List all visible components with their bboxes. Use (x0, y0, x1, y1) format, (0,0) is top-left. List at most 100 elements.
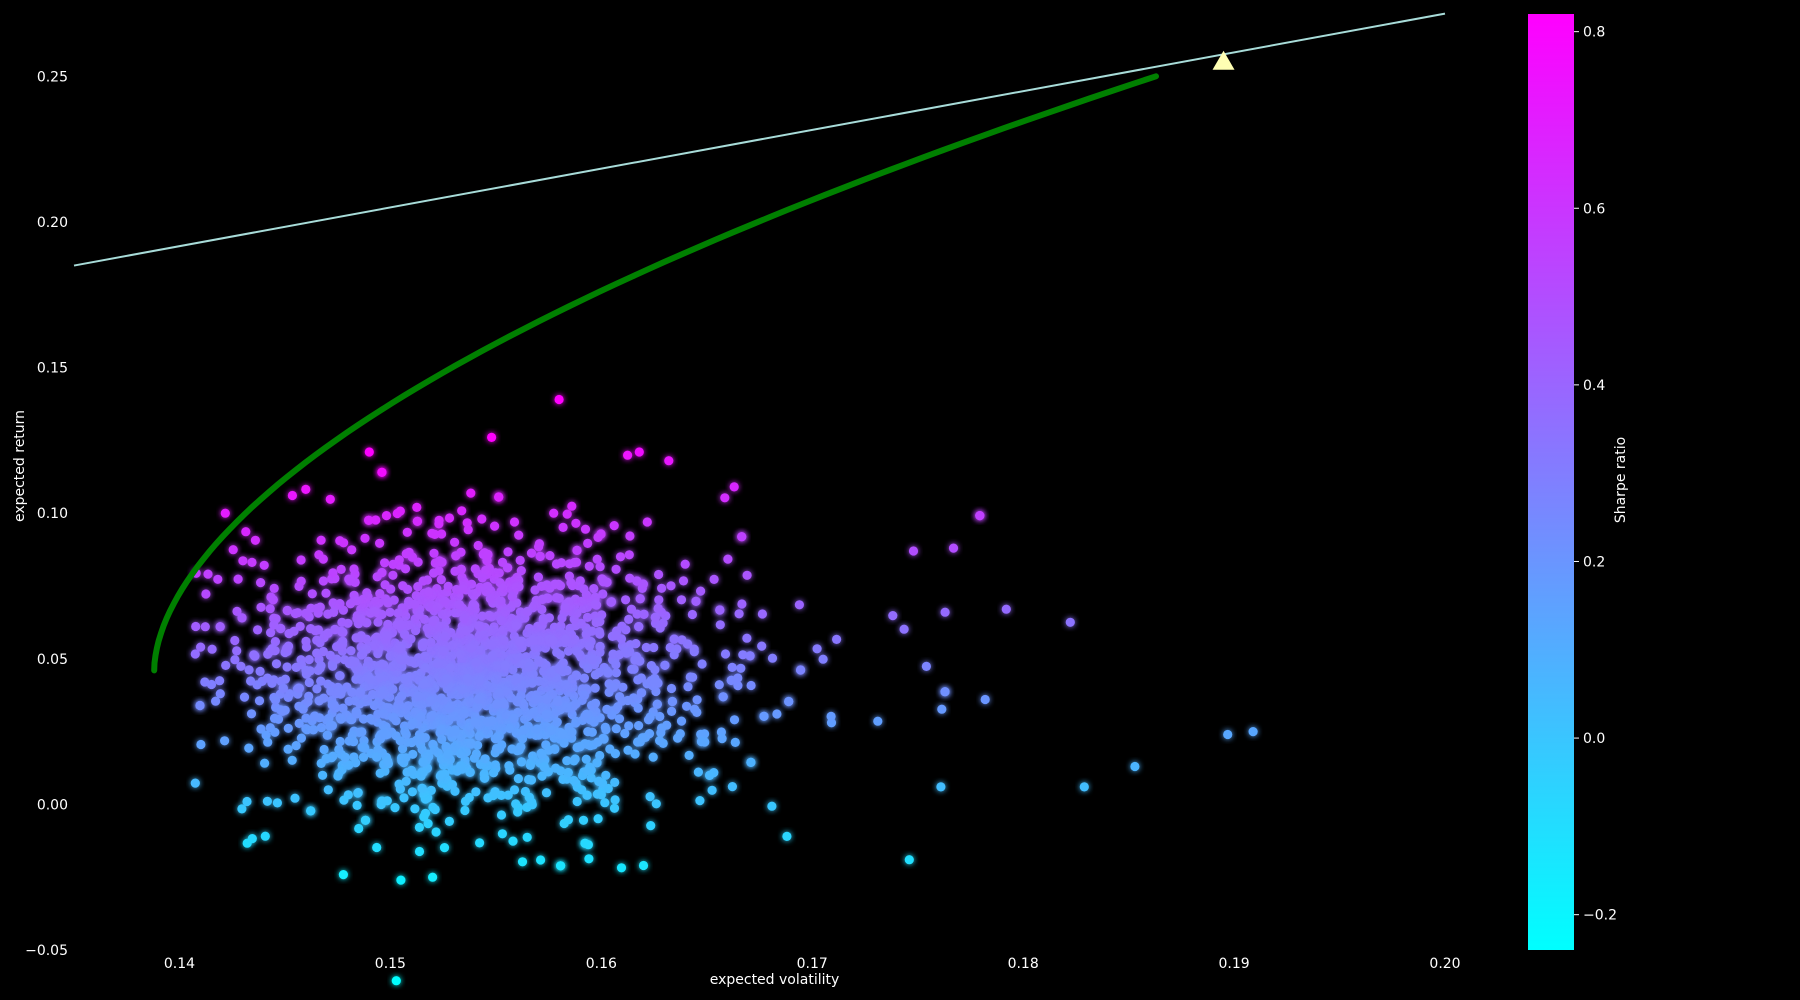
data-point (315, 638, 325, 648)
data-point (413, 582, 423, 592)
data-point (232, 646, 242, 656)
data-point (394, 779, 404, 789)
data-point (1001, 604, 1011, 614)
data-point (530, 694, 541, 704)
data-point (406, 765, 417, 776)
data-point (614, 714, 625, 724)
data-point (505, 765, 515, 775)
data-point (687, 609, 698, 620)
data-point (444, 513, 455, 523)
data-point (511, 728, 522, 738)
data-point (388, 713, 398, 723)
data-point (420, 663, 431, 673)
data-point (303, 697, 313, 707)
data-point (610, 795, 620, 805)
data-point (365, 714, 375, 724)
data-point (233, 574, 243, 584)
data-point (498, 583, 508, 593)
data-point (509, 713, 519, 723)
data-point (578, 815, 589, 825)
data-point (327, 721, 337, 731)
data-point (553, 697, 563, 707)
data-point (296, 576, 306, 586)
data-point (477, 573, 487, 583)
data-point (610, 749, 621, 759)
data-point (514, 530, 524, 540)
data-point (636, 673, 647, 683)
data-point (318, 554, 328, 564)
data-point (603, 668, 613, 678)
data-point (494, 688, 504, 699)
data-point (270, 637, 280, 647)
data-point (269, 675, 279, 685)
data-point (377, 689, 387, 699)
data-point (650, 665, 660, 675)
data-point (636, 688, 647, 698)
data-point (669, 650, 679, 660)
data-point (485, 594, 496, 604)
data-point (552, 717, 562, 727)
data-point (654, 595, 664, 605)
data-point (620, 728, 630, 739)
data-point (632, 576, 642, 586)
data-point (641, 642, 651, 653)
data-point (921, 661, 932, 672)
data-point (528, 707, 538, 718)
data-point (190, 778, 200, 788)
data-point (508, 644, 518, 654)
data-point (562, 703, 572, 713)
data-point (247, 557, 257, 568)
data-point (402, 737, 412, 747)
data-point (450, 537, 460, 547)
data-point (545, 551, 555, 561)
data-point (767, 801, 777, 811)
data-point (470, 717, 480, 727)
data-point (462, 635, 472, 645)
data-point (696, 736, 707, 747)
data-point (576, 639, 587, 649)
data-point (535, 635, 545, 645)
data-point (272, 798, 282, 808)
data-point (584, 561, 594, 571)
data-point (282, 662, 292, 672)
data-point (437, 754, 447, 764)
data-point (1223, 729, 1233, 740)
data-point (541, 581, 551, 591)
data-point (190, 649, 200, 659)
data-point (445, 663, 456, 673)
data-point (385, 692, 395, 702)
data-point (449, 742, 459, 752)
data-point (419, 812, 429, 822)
data-point (611, 668, 622, 678)
data-point (558, 522, 568, 533)
data-point (255, 666, 265, 677)
data-point (705, 770, 715, 781)
data-point (375, 589, 385, 599)
data-point (237, 613, 247, 623)
data-point (426, 644, 436, 654)
axes: 0.14 0.15 0.16 0.17 0.18 0.19 0.20 −0.05 0.00 0.0… (25, 69, 1460, 972)
data-point (501, 686, 511, 696)
data-point (350, 569, 360, 579)
data-point (266, 628, 276, 638)
data-point (519, 725, 529, 735)
data-point (556, 558, 567, 568)
data-point (316, 535, 326, 545)
data-point (451, 551, 461, 561)
data-point (873, 716, 883, 726)
data-point (673, 733, 683, 743)
data-point (513, 774, 524, 784)
data-point (475, 676, 485, 686)
data-point (308, 725, 318, 735)
data-point (457, 665, 467, 676)
data-point (447, 780, 457, 790)
data-point (737, 599, 747, 609)
data-point (244, 665, 254, 675)
data-point (423, 819, 433, 829)
data-point (548, 635, 558, 646)
data-point (530, 600, 540, 610)
data-point (449, 711, 459, 721)
data-point (401, 776, 411, 786)
x-tick-label: 0.15 (375, 956, 406, 972)
